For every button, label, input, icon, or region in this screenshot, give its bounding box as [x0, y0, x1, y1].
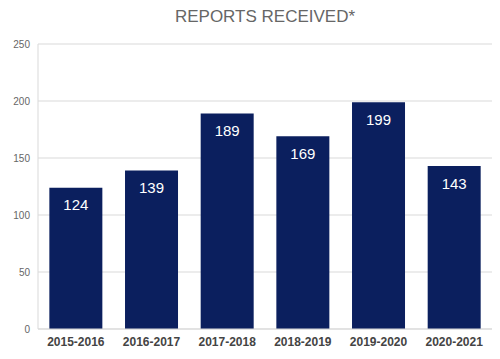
svg-text:2017-2018: 2017-2018	[198, 335, 256, 349]
svg-text:199: 199	[366, 111, 391, 128]
svg-text:250: 250	[13, 39, 30, 50]
svg-text:2020-2021: 2020-2021	[425, 335, 483, 349]
svg-text:150: 150	[13, 153, 30, 164]
svg-text:2015-2016: 2015-2016	[47, 335, 105, 349]
svg-text:100: 100	[13, 210, 30, 221]
svg-text:2018-2019: 2018-2019	[274, 335, 332, 349]
svg-text:2019-2020: 2019-2020	[350, 335, 408, 349]
svg-text:50: 50	[19, 267, 31, 278]
svg-text:189: 189	[215, 122, 240, 139]
svg-text:139: 139	[139, 179, 164, 196]
svg-text:169: 169	[290, 145, 315, 162]
svg-text:124: 124	[63, 196, 88, 213]
svg-text:143: 143	[442, 175, 467, 192]
svg-text:2016-2017: 2016-2017	[123, 335, 181, 349]
html-text:REPORTS RECEIVED*: REPORTS RECEIVED*	[174, 7, 356, 26]
svg-text:0: 0	[24, 324, 30, 335]
svg-text:200: 200	[13, 96, 30, 107]
